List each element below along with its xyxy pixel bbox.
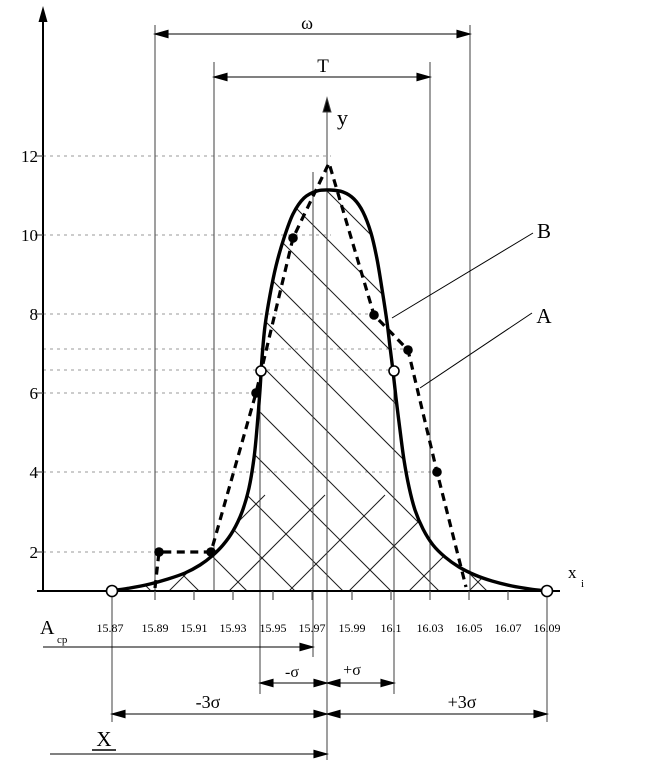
y-tick-label: 6 — [30, 384, 39, 403]
tolerance-span-label: T — [317, 56, 329, 77]
x-tick-label: 16.1 — [381, 621, 402, 635]
y-tick-label: 4 — [30, 463, 39, 482]
dimension-arrows — [43, 29, 550, 759]
axis-ticks — [35, 155, 509, 600]
gridlines — [43, 155, 438, 553]
y-tick-label: 10 — [21, 226, 38, 245]
hatch-area — [110, 189, 547, 591]
y-tick-label: 2 — [30, 543, 39, 562]
y-tick-label: 8 — [30, 305, 39, 324]
a-cp-label: A — [40, 617, 55, 639]
leader-lines — [92, 232, 534, 751]
x-bar-label: X — [96, 727, 111, 751]
x-tick-label: 15.91 — [181, 621, 208, 635]
minus-sigma-label: -σ — [285, 664, 299, 681]
x-tick-label: 16.05 — [456, 621, 483, 635]
axes — [37, 6, 560, 592]
normal-curve-b — [109, 188, 548, 593]
x-axis-label: x — [568, 563, 577, 582]
x-tick-label: 15.93 — [220, 621, 247, 635]
a-cp-label-subscript: cp — [57, 634, 68, 646]
x-axis-label-subscript: i — [581, 578, 584, 590]
omega-span-label: ω — [301, 13, 313, 33]
x-tick-label: 15.97 — [299, 621, 326, 635]
x-tick-label: 15.89 — [142, 621, 169, 635]
minus-3sigma-label: -3σ — [196, 692, 221, 712]
x-tick-label: 16.03 — [417, 621, 444, 635]
x-tick-label: 15.87 — [97, 621, 124, 635]
x-tick-label: 16.09 — [534, 621, 561, 635]
plus-sigma-label: +σ — [343, 662, 361, 679]
curve-a-label: A — [536, 304, 552, 328]
x-tick-label: 16.07 — [495, 621, 522, 635]
data-point-markers — [105, 233, 554, 598]
curve-b-label: B — [537, 219, 551, 243]
y-axis-label: y — [337, 105, 348, 130]
x-tick-label: 15.99 — [339, 621, 366, 635]
y-tick-label: 12 — [21, 147, 38, 166]
chart-geometry — [35, 6, 560, 760]
plus-3sigma-label: +3σ — [448, 692, 477, 712]
x-tick-label: 15.95 — [260, 621, 287, 635]
reference-lines — [111, 25, 548, 760]
